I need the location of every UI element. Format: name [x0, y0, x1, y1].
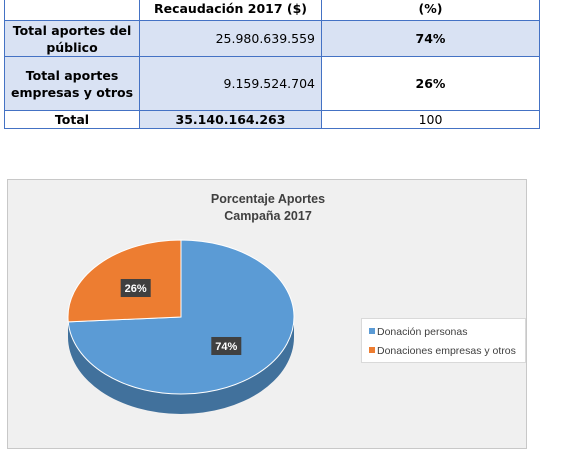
- chart-legend: Donación personas Donaciones empresas y …: [361, 318, 526, 363]
- contributions-table: Recaudación 2017 ($) (%) Total aportes d…: [4, 0, 540, 129]
- pie-side-wall: [68, 317, 294, 414]
- data-label-box-1: [120, 279, 151, 298]
- total-amount: 35.140.164.263: [139, 110, 322, 129]
- header-cell-amount: Recaudación 2017 ($): [139, 0, 322, 21]
- table-total-row: Total 35.140.164.263 100: [4, 110, 540, 129]
- total-percent: 100: [321, 110, 540, 129]
- table-row: Total aportes empresas y otros 9.159.524…: [4, 56, 540, 111]
- row-percent: 26%: [321, 56, 540, 111]
- legend-label-0: Donación personas: [377, 326, 468, 338]
- header-cell-percent: (%): [321, 0, 540, 21]
- data-label-1: 26%: [125, 283, 147, 295]
- row-amount: 9.159.524.704: [139, 56, 322, 111]
- row-label: Total aportes del público: [4, 20, 140, 57]
- table-header-row: Recaudación 2017 ($) (%): [4, 0, 540, 21]
- legend-label-1: Donaciones empresas y otros: [377, 345, 516, 357]
- row-label: Total aportes empresas y otros: [4, 56, 140, 111]
- data-label-0: 74%: [215, 341, 237, 353]
- pie-chart: Porcentaje Aportes Campaña 2017 74% 26% D…: [7, 179, 527, 449]
- legend-swatch-0: [369, 328, 375, 334]
- header-cell-label: [4, 0, 140, 21]
- total-label: Total: [4, 110, 140, 129]
- chart-title-line-2: Campaña 2017: [224, 209, 312, 223]
- legend-item-0: Donación personas: [369, 326, 467, 338]
- legend-swatch-1: [369, 347, 375, 353]
- row-amount: 25.980.639.559: [139, 20, 322, 57]
- chart-title: Porcentaje Aportes Campaña 2017: [8, 191, 528, 225]
- data-label-box-0: [211, 336, 242, 355]
- legend-item-1: Donaciones empresas y otros: [369, 345, 516, 357]
- chart-title-line-1: Porcentaje Aportes: [210, 192, 326, 206]
- pie-plot-area: 74% 26%: [67, 239, 295, 414]
- table-row: Total aportes del público 25.980.639.559…: [4, 20, 540, 57]
- row-percent: 74%: [321, 20, 540, 57]
